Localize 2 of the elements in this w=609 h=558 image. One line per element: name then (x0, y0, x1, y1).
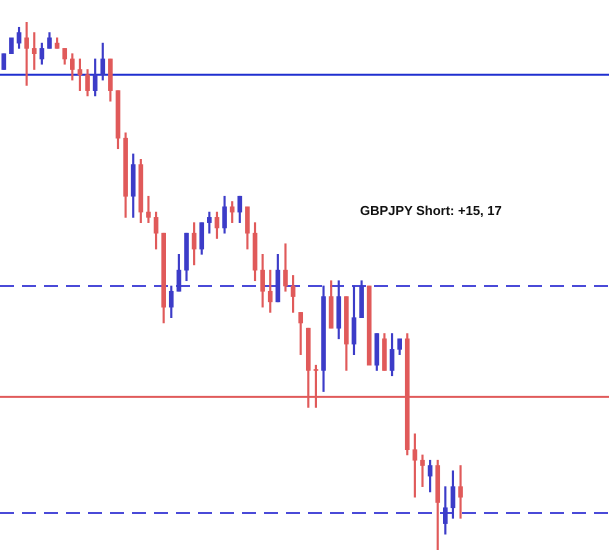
annotation: GBPJPY Short: +15, 17 (360, 203, 502, 218)
candlestick (32, 32, 37, 70)
